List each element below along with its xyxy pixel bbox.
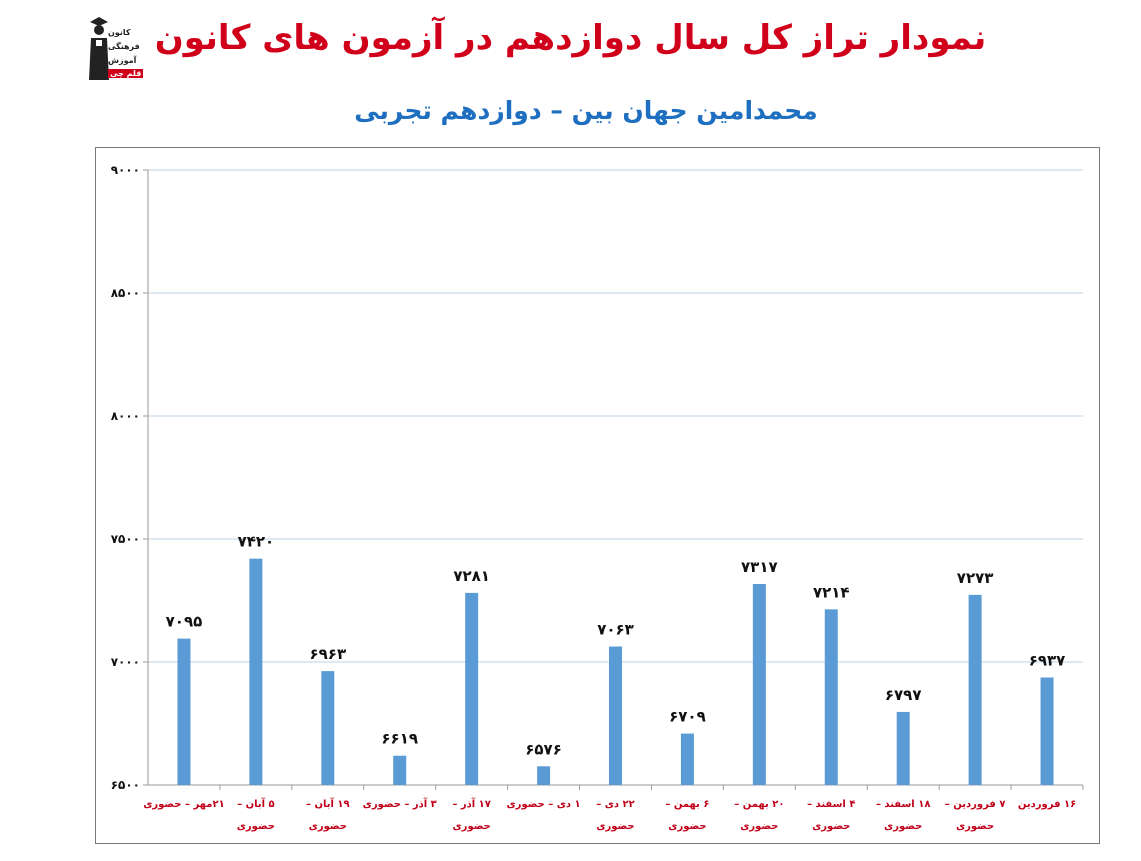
bar xyxy=(177,638,191,785)
kanoon-logo: کانون فرهنگی آموزش قلم چی xyxy=(88,16,144,82)
chart-title: نمودار تراز کل سال دوازدهم در آزمون های … xyxy=(154,18,987,58)
category-label: ۱۶ فروردین xyxy=(1018,799,1076,810)
y-tick-label: ۷۰۰۰ xyxy=(111,655,140,669)
data-label: ۷۳۱۷ xyxy=(741,558,778,576)
logo-line-2: فرهنگی xyxy=(108,42,140,51)
category-label: ۵ آبان – xyxy=(237,797,275,810)
bar xyxy=(752,584,766,785)
bar xyxy=(249,558,263,785)
category-label: حضوری xyxy=(596,821,634,832)
category-label: ۲۲ دی – xyxy=(596,799,634,810)
y-tick-label: ۸۰۰۰ xyxy=(111,409,140,423)
y-tick-labels: ۶۵۰۰ ۷۰۰۰ ۷۵۰۰ ۸۰۰۰ ۸۵۰۰ ۹۰۰۰ xyxy=(111,163,148,792)
data-label: ۷۰۶۳ xyxy=(597,621,634,639)
category-label: حضوری xyxy=(740,821,778,832)
bar xyxy=(465,592,479,785)
category-label: حضوری xyxy=(812,821,850,832)
data-label: ۶۹۶۳ xyxy=(309,645,346,663)
data-label: ۶۷۰۹ xyxy=(669,708,706,726)
category-label: ۲۱مهر – حضوری xyxy=(143,799,224,810)
data-label: ۶۵۷۶ xyxy=(525,740,562,758)
category-label: ۳ آذر – حضوری xyxy=(363,797,437,810)
bar xyxy=(968,594,982,785)
bar xyxy=(824,609,838,785)
category-label: حضوری xyxy=(668,821,706,832)
category-label: ۷ فروردین – xyxy=(945,799,1006,810)
logo-badge: قلم چی xyxy=(108,69,144,78)
category-label: ۱۸ اسفند – xyxy=(876,799,931,810)
logo-line-1: کانون xyxy=(108,28,131,37)
data-label: ۷۲۷۳ xyxy=(957,569,994,587)
category-label: حضوری xyxy=(884,821,922,832)
data-label: ۶۹۳۷ xyxy=(1029,651,1066,669)
y-tick-label: ۹۰۰۰ xyxy=(111,163,140,177)
category-label: حضوری xyxy=(309,821,347,832)
category-label: حضوری xyxy=(453,821,491,832)
data-label: ۷۰۹۵ xyxy=(166,613,203,631)
bar xyxy=(393,755,407,785)
category-label: ۲۰ بهمن – xyxy=(734,799,784,810)
chart-frame xyxy=(95,147,1100,844)
category-label: ۶ بهمن – xyxy=(665,799,709,810)
bar xyxy=(680,733,694,785)
y-tick-label: ۸۵۰۰ xyxy=(111,286,140,300)
category-label: حضوری xyxy=(956,821,994,832)
y-tick-label: ۷۵۰۰ xyxy=(111,532,140,546)
category-labels: ۲۱مهر – حضوری ۵ آبان – حضوری ۱۹ آبان – حضوری… xyxy=(143,785,1084,832)
bar xyxy=(1040,677,1054,785)
gridlines xyxy=(148,169,1083,663)
category-label: ۱۹ آبان – xyxy=(306,797,350,810)
category-label: ۴ اسفند – xyxy=(807,799,855,810)
bar xyxy=(896,711,910,785)
logo-line-3: آموزش xyxy=(108,56,137,65)
y-tick-label: ۶۵۰۰ xyxy=(111,778,140,792)
bars xyxy=(177,558,1054,785)
category-label: حضوری xyxy=(237,821,275,832)
bar xyxy=(321,671,335,785)
data-labels: ۷۰۹۵ ۷۴۲۰ ۶۹۶۳ ۶۶۱۹ ۷۲۸۱ ۶۵۷۶ ۷۰۶۳ ۶۷۰۹ ۷۳۱۷ ۷۲۱۴… xyxy=(166,533,1066,759)
data-label: ۷۲۱۴ xyxy=(813,583,850,601)
data-label: ۶۷۹۷ xyxy=(885,686,922,704)
category-label: ۱۷ آذر – xyxy=(452,797,491,810)
graduate-figure-icon xyxy=(89,17,109,80)
bar xyxy=(537,766,551,785)
data-label: ۷۴۲۰ xyxy=(238,533,275,551)
category-label: ۱ دی – حضوری xyxy=(507,799,581,810)
data-label: ۷۲۸۱ xyxy=(453,567,490,585)
bar xyxy=(609,646,622,785)
data-label: ۶۶۱۹ xyxy=(381,730,418,748)
chart-subtitle: محمدامین جهان بین – دوازدهم تجربی xyxy=(354,96,818,125)
